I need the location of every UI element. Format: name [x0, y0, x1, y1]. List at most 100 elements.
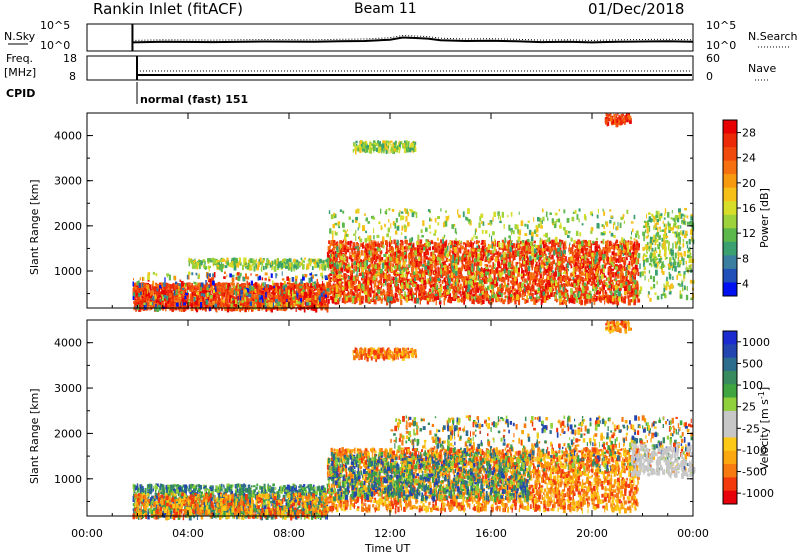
power-cell [374, 268, 376, 273]
power-cell [294, 281, 297, 285]
power-cell [209, 295, 213, 299]
power-cell [210, 299, 213, 302]
power-cell [315, 291, 317, 297]
power-cell [154, 306, 157, 312]
power-cell [202, 297, 205, 302]
power-cell [168, 274, 171, 281]
power-cell [178, 299, 180, 306]
power-cell [497, 253, 500, 258]
power-cell [590, 276, 593, 280]
power-cell [377, 284, 379, 290]
power-cell [146, 299, 148, 303]
power-cell [330, 295, 332, 301]
power-cell [209, 306, 211, 312]
power-cell [136, 284, 140, 288]
power-cell [590, 256, 592, 262]
power-cell [309, 273, 312, 276]
power-cell [379, 250, 382, 255]
power-cell [293, 284, 296, 289]
power-cell [152, 280, 155, 286]
power-cell [177, 285, 180, 292]
power-cell [194, 304, 196, 307]
power-cell [203, 293, 206, 297]
power-cell [400, 299, 403, 306]
power-cell [444, 270, 447, 276]
power-cell [373, 271, 375, 275]
power-cell [278, 293, 282, 297]
power-cell [224, 294, 227, 299]
power-cell [366, 298, 368, 304]
power-cell [293, 293, 296, 297]
power-cell [632, 248, 635, 251]
power-cell [326, 297, 328, 303]
power-cell [582, 279, 585, 286]
power-cell [350, 273, 353, 276]
power-cell [449, 251, 451, 257]
power-cell [535, 247, 539, 251]
power-cell [534, 298, 537, 303]
power-cell [353, 292, 355, 297]
power-cell [493, 289, 495, 293]
power-cell [469, 292, 472, 296]
power-cell [207, 303, 210, 306]
power-cell [584, 297, 588, 304]
power-cell [287, 303, 289, 308]
power-cell [358, 268, 361, 272]
power-cell [159, 300, 162, 306]
power-cell [138, 301, 142, 306]
power-cell [305, 292, 307, 299]
power-cell [565, 256, 567, 262]
power-cell [303, 294, 306, 300]
power-cell [302, 276, 305, 281]
power-cell [595, 279, 598, 282]
power-cell [135, 293, 137, 297]
power-cell [491, 240, 493, 246]
power-cell [408, 253, 411, 256]
power-cell [305, 299, 309, 306]
power-cell [324, 275, 328, 279]
power-cell [139, 277, 142, 281]
power-cell [295, 275, 298, 279]
power-cell [434, 266, 436, 270]
power-cell [372, 290, 375, 294]
power-cell [237, 296, 239, 301]
power-cell [309, 289, 312, 292]
power-cell [292, 298, 295, 302]
power-cell [191, 272, 194, 276]
power-cell [140, 304, 144, 311]
power-cell [605, 244, 607, 249]
power-cell [370, 287, 372, 294]
power-cell [420, 252, 422, 258]
power-cell [630, 273, 633, 278]
power-cell [137, 304, 140, 311]
power-cell [562, 283, 566, 289]
power-cell [172, 304, 175, 310]
power-cell [230, 303, 233, 309]
power-cell [540, 291, 543, 297]
power-cell [341, 243, 345, 248]
power-cell [508, 275, 511, 278]
power-cell [447, 299, 449, 303]
power-cell [476, 284, 479, 287]
power-cell [181, 303, 184, 307]
power-cell [183, 295, 185, 300]
power-cell [362, 244, 364, 249]
power-cell [226, 295, 230, 300]
power-cell [401, 241, 404, 246]
power-cell [624, 240, 627, 246]
nsky-label: N.Sky [4, 30, 36, 43]
power-cell [377, 281, 379, 284]
power-cell [633, 256, 635, 260]
power-cell [320, 289, 324, 294]
power-cell [434, 290, 436, 293]
power-cell [507, 282, 510, 286]
power-cell [249, 304, 253, 310]
power-cell [207, 294, 210, 301]
power-cell [479, 275, 481, 278]
power-cell [488, 298, 491, 304]
power-cell [202, 302, 205, 307]
power-cell [510, 290, 513, 293]
header-date: 01/Dec/2018 [588, 0, 685, 18]
power-cell [301, 290, 304, 296]
power-cell [352, 243, 356, 248]
